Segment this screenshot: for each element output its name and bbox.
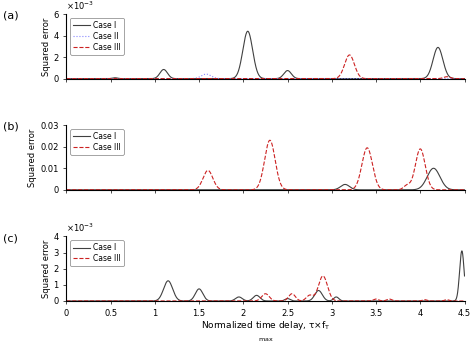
Case III xyxy=(216,77,222,81)
Text: ×10$^{-3}$: ×10$^{-3}$ xyxy=(66,0,94,12)
Case III xyxy=(64,188,69,192)
Case I xyxy=(109,188,115,192)
Case III xyxy=(133,299,138,303)
Case I xyxy=(64,77,69,81)
Case I xyxy=(216,299,222,303)
Case III xyxy=(346,53,352,57)
Text: ×10$^{-3}$: ×10$^{-3}$ xyxy=(66,222,94,235)
Case III xyxy=(462,299,467,303)
Line: Case I: Case I xyxy=(66,251,465,301)
Case I xyxy=(234,188,239,192)
Case I xyxy=(133,77,138,81)
Case I xyxy=(411,77,417,81)
Case I xyxy=(133,299,138,303)
Line: Case II: Case II xyxy=(66,74,465,79)
Case III xyxy=(133,188,138,192)
Case III xyxy=(234,188,239,192)
Y-axis label: Squared error: Squared error xyxy=(28,128,37,187)
Case III xyxy=(411,299,417,303)
Case III xyxy=(234,77,239,81)
Case II xyxy=(462,77,467,81)
Case III xyxy=(216,186,222,190)
Case III xyxy=(411,170,417,174)
Case III xyxy=(454,188,460,192)
Case I xyxy=(459,249,465,253)
Case II xyxy=(411,77,417,81)
Line: Case I: Case I xyxy=(66,31,465,79)
Case III xyxy=(454,299,460,303)
Case II xyxy=(109,77,115,81)
Case I xyxy=(411,188,417,192)
Case II xyxy=(234,77,239,81)
Case I xyxy=(109,76,115,80)
Line: Case III: Case III xyxy=(66,55,465,79)
Y-axis label: Squared error: Squared error xyxy=(42,239,51,298)
Text: (a): (a) xyxy=(3,11,18,21)
Case I xyxy=(234,74,239,78)
Legend: Case I, Case II, Case III: Case I, Case II, Case III xyxy=(70,18,124,55)
Case III xyxy=(109,77,115,81)
Text: (b): (b) xyxy=(3,122,18,132)
Case I xyxy=(462,188,467,192)
Case III xyxy=(109,299,115,303)
Case III xyxy=(109,188,115,192)
Case III xyxy=(64,299,69,303)
Case I xyxy=(462,77,467,81)
Case II xyxy=(391,77,397,81)
Case III xyxy=(320,274,326,278)
Case I xyxy=(216,188,222,192)
Case III xyxy=(133,77,138,81)
Legend: Case I, Case III: Case I, Case III xyxy=(70,240,124,266)
Case II xyxy=(454,77,460,81)
Case I xyxy=(411,299,417,303)
Y-axis label: Squared error: Squared error xyxy=(42,17,51,76)
Case II xyxy=(133,77,138,81)
Case I xyxy=(64,299,69,303)
Case I xyxy=(216,77,222,81)
X-axis label: Normalized time delay, τ×f$_\mathregular{T}$
$_{\mathregular{max}}$: Normalized time delay, τ×f$_\mathregular… xyxy=(201,319,330,344)
Case III xyxy=(64,77,69,81)
Case III xyxy=(454,77,460,81)
Case I xyxy=(133,188,138,192)
Case III xyxy=(267,138,273,142)
Line: Case III: Case III xyxy=(66,276,465,301)
Case III xyxy=(411,77,417,81)
Text: (c): (c) xyxy=(3,233,18,243)
Case II xyxy=(203,72,209,76)
Legend: Case I, Case III: Case I, Case III xyxy=(70,129,124,155)
Line: Case III: Case III xyxy=(66,140,465,190)
Case I xyxy=(454,77,460,81)
Case II xyxy=(216,76,222,80)
Case III xyxy=(462,188,467,192)
Case III xyxy=(216,299,222,303)
Case I xyxy=(454,188,460,192)
Case I xyxy=(64,188,69,192)
Case I xyxy=(462,274,467,278)
Case I xyxy=(431,166,437,170)
Case I xyxy=(109,299,115,303)
Case I xyxy=(454,295,460,299)
Case III xyxy=(234,299,239,303)
Case III xyxy=(462,77,467,81)
Case I xyxy=(405,299,411,303)
Case II xyxy=(64,77,69,81)
Line: Case I: Case I xyxy=(66,168,465,190)
Case I xyxy=(234,296,239,300)
Case I xyxy=(245,29,251,33)
